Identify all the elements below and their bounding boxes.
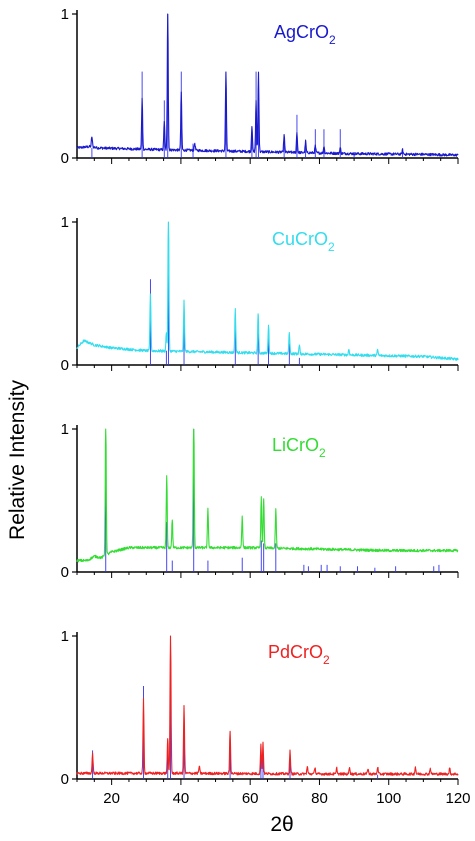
pattern-series [76,635,459,776]
x-tick-labels: 20 40 60 80 100 120 [103,790,470,807]
x-tick-label: 120 [445,790,470,807]
y-tick-label: 1 [61,214,69,231]
pattern-line [76,13,459,157]
compound-label: CuCrO2 [272,229,335,254]
x-tick-label: 100 [376,790,401,807]
y-tick-label: 0 [61,357,69,374]
compound-label: PdCrO2 [268,642,330,667]
reference-lines [92,636,379,779]
pattern-line [76,428,459,563]
panel-pdcro2: 01 PdCrO2 [61,628,459,788]
x-tick-label: 80 [311,790,328,807]
compound-label: LiCrO2 [272,435,326,460]
y-tick-label: 0 [61,150,69,167]
pattern-series [76,221,459,361]
pattern-line [76,635,459,776]
pattern-series [76,428,459,563]
panel-axes: 01 [61,421,459,581]
y-tick-label: 0 [61,564,69,581]
panel-licro2: 01 LiCrO2 [61,421,459,581]
panel-axes: 01 [61,214,459,374]
panel-axes: 01 [61,628,459,788]
y-tick-label: 1 [61,421,69,438]
y-tick-label: 1 [61,628,69,645]
x-axis-label: 2θ [270,813,293,836]
panel-cucro2: 01 CuCrO2 [61,214,459,374]
y-axis-label: Relative Intensity [6,380,29,540]
panel-agcro2: 01 AgCrO2 [61,6,459,167]
panel-axes: 01 [61,6,459,167]
x-tick-label: 20 [103,790,120,807]
y-tick-label: 0 [61,771,69,788]
y-tick-label: 1 [61,6,69,23]
x-tick-label: 40 [173,790,190,807]
compound-label: AgCrO2 [274,22,336,47]
x-tick-label: 60 [242,790,259,807]
pattern-line [76,221,459,361]
pattern-series [76,13,459,157]
reference-lines [91,14,404,158]
